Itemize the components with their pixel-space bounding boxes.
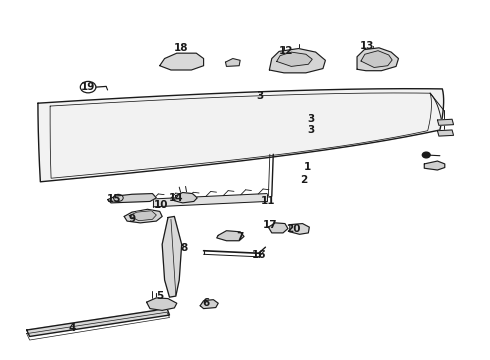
Polygon shape (200, 300, 218, 309)
Polygon shape (357, 48, 398, 71)
Polygon shape (162, 216, 182, 297)
Text: 4: 4 (68, 323, 76, 333)
Polygon shape (174, 193, 197, 203)
Text: 11: 11 (261, 197, 276, 206)
Polygon shape (270, 49, 325, 73)
Polygon shape (269, 223, 288, 233)
Polygon shape (361, 51, 392, 67)
Polygon shape (108, 194, 156, 203)
Polygon shape (424, 161, 445, 170)
Text: 12: 12 (279, 46, 294, 57)
Polygon shape (124, 209, 162, 223)
Text: 8: 8 (180, 243, 188, 253)
Polygon shape (277, 52, 312, 66)
Polygon shape (290, 224, 309, 234)
Text: 10: 10 (154, 200, 169, 210)
Text: 17: 17 (263, 220, 278, 230)
Polygon shape (438, 119, 454, 125)
Polygon shape (27, 309, 170, 337)
Polygon shape (225, 59, 240, 66)
Text: 3: 3 (307, 125, 315, 135)
Polygon shape (147, 298, 177, 310)
Text: 9: 9 (128, 214, 136, 224)
Text: 7: 7 (237, 232, 244, 242)
Polygon shape (129, 211, 156, 221)
Polygon shape (38, 89, 443, 182)
Text: 2: 2 (300, 175, 307, 185)
Text: 20: 20 (287, 224, 301, 234)
Text: 13: 13 (360, 41, 374, 51)
Text: 14: 14 (169, 193, 183, 203)
Text: 3: 3 (307, 114, 315, 124)
Polygon shape (153, 194, 267, 207)
Text: 18: 18 (173, 43, 188, 53)
Text: 6: 6 (202, 298, 210, 308)
Circle shape (422, 152, 430, 158)
Text: 3: 3 (256, 91, 263, 101)
Text: 1: 1 (304, 162, 311, 172)
Polygon shape (160, 53, 203, 70)
Polygon shape (217, 231, 244, 241)
Text: 19: 19 (81, 82, 95, 92)
Polygon shape (438, 130, 454, 136)
Text: 16: 16 (251, 250, 266, 260)
Text: 5: 5 (156, 291, 163, 301)
Text: 15: 15 (107, 194, 122, 203)
